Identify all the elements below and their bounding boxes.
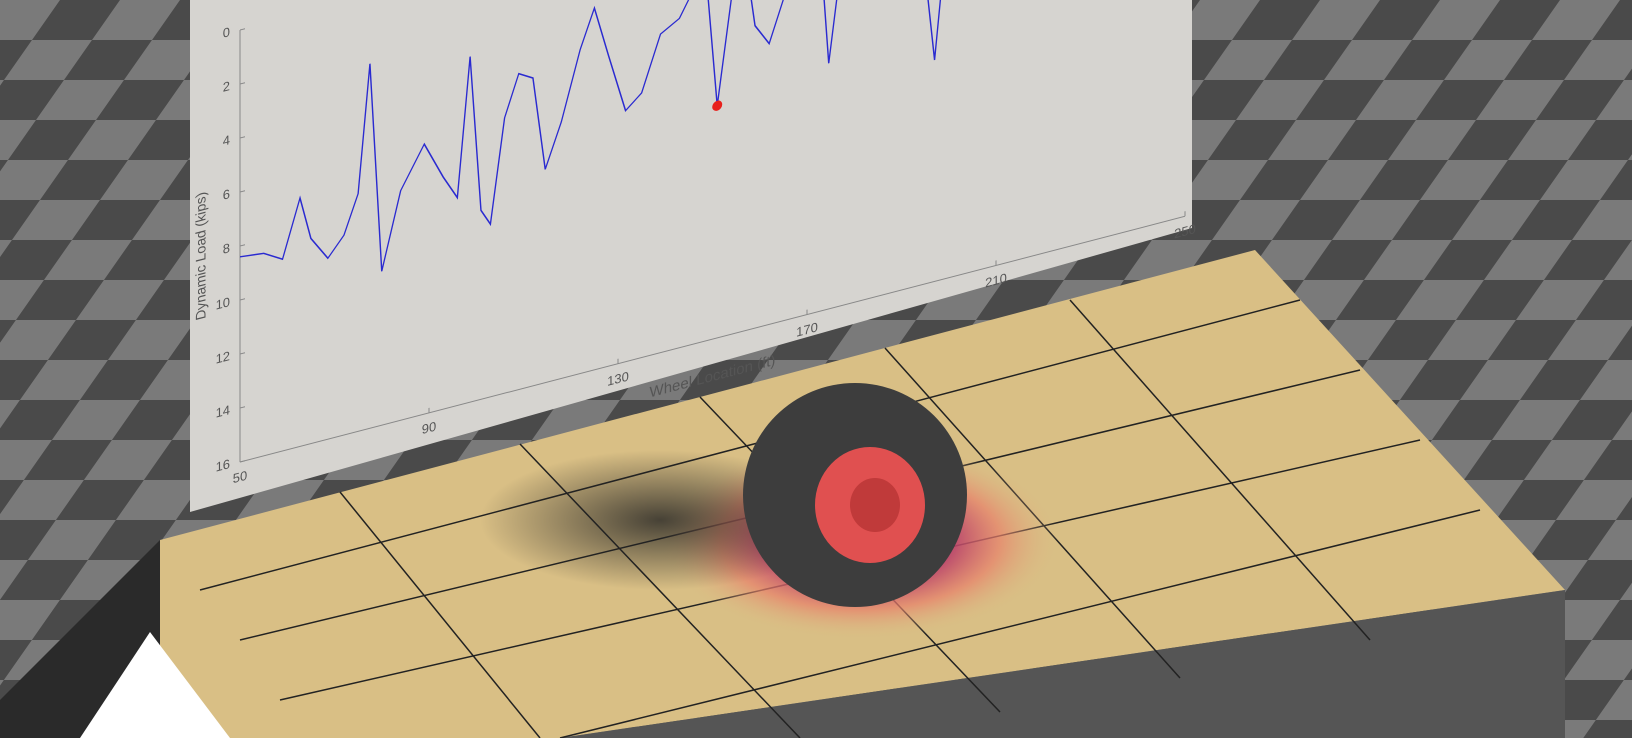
chart-panel <box>190 0 1192 512</box>
x-axis <box>240 215 1185 463</box>
y-tick <box>240 460 245 463</box>
x-tick-label: 170 <box>796 319 818 339</box>
y-tick-label: 16 <box>216 456 230 475</box>
y-tick-label: 10 <box>216 294 230 313</box>
y-tick <box>240 82 245 85</box>
data-line <box>239 0 1186 272</box>
hub <box>850 478 900 532</box>
highlight-point <box>712 100 723 111</box>
y-tick-label: 6 <box>223 186 230 203</box>
y-tick <box>240 136 245 139</box>
x-tick-label: 130 <box>607 369 629 389</box>
y-tick <box>240 190 245 193</box>
corner-mark <box>80 632 230 738</box>
y-tick-label: 8 <box>223 240 230 257</box>
y-tick <box>240 406 245 409</box>
y-tick <box>240 352 245 355</box>
y-tick <box>240 28 245 31</box>
x-tick-label: 250 <box>1174 221 1196 241</box>
y-tick <box>240 298 245 301</box>
y-tick-label: 12 <box>216 348 230 367</box>
y-tick-label: 14 <box>216 402 230 421</box>
y-tick <box>240 244 245 247</box>
x-tick-label: 50 <box>233 468 247 487</box>
y-axis-label: Dynamic Load (kips) <box>194 190 210 322</box>
y-tick-label: 0 <box>223 24 230 41</box>
x-tick-label: 210 <box>985 270 1007 290</box>
x-tick-label: 90 <box>422 419 436 438</box>
y-tick-label: 4 <box>223 132 230 149</box>
y-tick-label: 2 <box>223 78 230 95</box>
slab-side <box>560 590 1565 738</box>
